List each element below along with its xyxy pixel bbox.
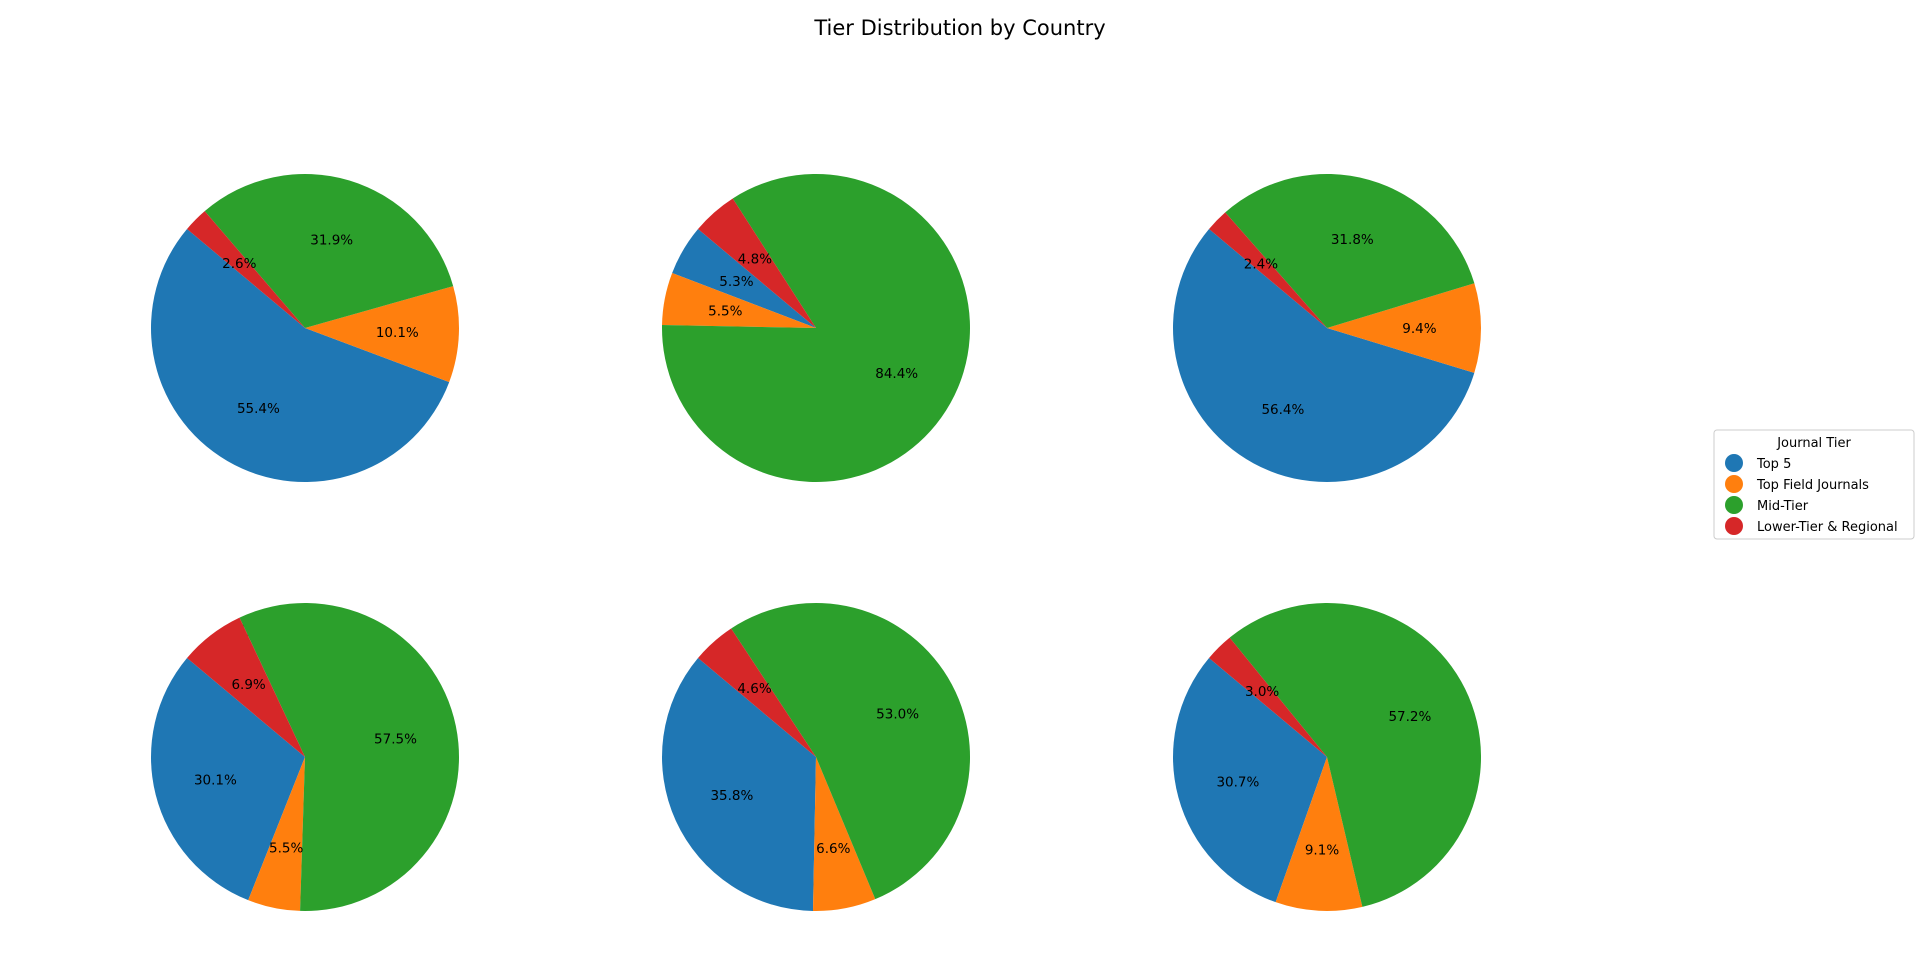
pct-label-germany-top-5: 35.8%	[710, 788, 753, 804]
slice-united-kingdom-top-field-journals	[248, 757, 305, 911]
pct-label-china-mid-tier: 84.4%	[875, 366, 918, 382]
slice-canada-top-5	[1172, 229, 1475, 483]
slice-france-lower-tier-regional	[1209, 637, 1327, 757]
slice-china-lower-tier-regional	[698, 198, 816, 328]
pie-grid: USA55.4%10.1%31.9%2.6%China5.3%5.5%84.4%…	[150, 174, 1482, 911]
slice-usa-top-5	[150, 229, 450, 483]
pct-label-france-mid-tier: 57.2%	[1388, 709, 1431, 725]
pct-label-canada-top-5: 56.4%	[1261, 402, 1304, 418]
pct-label-united-kingdom-top-5: 30.1%	[194, 773, 237, 789]
pct-label-germany-top-field-journals: 6.6%	[816, 841, 850, 857]
slice-united-kingdom-top-5	[150, 658, 305, 901]
pct-label-france-top-field-journals: 9.1%	[1305, 842, 1339, 858]
slice-united-kingdom-lower-tier-regional	[187, 617, 305, 757]
pct-label-usa-lower-tier-regional: 2.6%	[222, 256, 256, 272]
legend-label-top-5: Top 5	[1756, 457, 1791, 472]
slice-france-top-5	[1173, 658, 1327, 903]
legend: Journal Tier Top 5 Top Field Journals Mid-…	[1713, 429, 1915, 540]
slice-usa-lower-tier-regional	[187, 211, 305, 328]
slice-canada-top-field-journals	[1327, 283, 1481, 373]
pct-label-usa-mid-tier: 31.9%	[310, 233, 353, 249]
slice-germany-mid-tier	[731, 602, 971, 900]
slice-china-top-field-journals	[662, 273, 816, 328]
pct-label-usa-top-field-journals: 10.1%	[376, 325, 419, 341]
legend-marker-lower-tier-regional	[1725, 517, 1743, 535]
legend-label-top-field-journals: Top Field Journals	[1756, 478, 1869, 493]
pct-label-france-top-5: 30.7%	[1216, 774, 1259, 790]
legend-label-mid-tier: Mid-Tier	[1757, 499, 1809, 514]
legend-marker-mid-tier	[1725, 496, 1743, 514]
pct-label-canada-mid-tier: 31.8%	[1331, 232, 1374, 248]
legend-frame	[1713, 429, 1915, 540]
pct-label-united-kingdom-mid-tier: 57.5%	[374, 731, 417, 747]
slice-germany-lower-tier-regional	[698, 628, 816, 757]
slice-canada-mid-tier	[1225, 174, 1475, 328]
pct-label-germany-lower-tier-regional: 4.6%	[737, 681, 771, 697]
slice-france-mid-tier	[1229, 602, 1482, 907]
legend-marker-top-field-journals	[1725, 475, 1743, 493]
slice-germany-top-field-journals	[812, 757, 876, 911]
slice-usa-mid-tier	[204, 174, 454, 328]
pct-label-china-lower-tier-regional: 4.8%	[738, 252, 772, 268]
pct-label-united-kingdom-top-field-journals: 5.5%	[269, 841, 303, 857]
pct-label-france-lower-tier-regional: 3.0%	[1245, 684, 1279, 700]
pct-label-united-kingdom-lower-tier-regional: 6.9%	[231, 677, 265, 693]
pie-canada: Canada56.4%9.4%31.8%2.4%	[1172, 174, 1481, 483]
pct-label-china-top-5: 5.3%	[719, 274, 753, 290]
slice-germany-top-5	[662, 658, 816, 911]
slice-usa-top-field-journals	[305, 286, 459, 383]
legend-marker-top-5	[1725, 454, 1743, 472]
pie-china: China5.3%5.5%84.4%4.8%	[662, 174, 971, 483]
pct-label-germany-mid-tier: 53.0%	[876, 707, 919, 723]
legend-title: Journal Tier	[1776, 436, 1851, 451]
pie-france: France30.7%9.1%57.2%3.0%	[1173, 602, 1482, 911]
slice-china-top-5	[672, 229, 816, 328]
chart-title: Tier Distribution by Country	[813, 16, 1105, 40]
pie-usa: USA55.4%10.1%31.9%2.6%	[150, 174, 459, 483]
slice-france-top-field-journals	[1275, 757, 1363, 911]
pie-united-kingdom: United Kingdom30.1%5.5%57.5%6.9%	[150, 602, 460, 911]
slice-china-mid-tier	[662, 174, 971, 483]
pct-label-canada-lower-tier-regional: 2.4%	[1244, 256, 1278, 272]
pie-germany: Germany35.8%6.6%53.0%4.6%	[662, 602, 971, 911]
pct-label-canada-top-field-journals: 9.4%	[1402, 321, 1436, 337]
slice-canada-lower-tier-regional	[1209, 212, 1327, 328]
pct-label-usa-top-5: 55.4%	[237, 401, 280, 417]
slice-united-kingdom-mid-tier	[239, 602, 460, 911]
legend-label-lower-tier-regional: Lower-Tier & Regional	[1757, 520, 1898, 535]
legend-items: Top 5 Top Field Journals Mid-Tier Lower-Tie…	[1725, 454, 1898, 535]
pct-label-china-top-field-journals: 5.5%	[708, 303, 742, 319]
